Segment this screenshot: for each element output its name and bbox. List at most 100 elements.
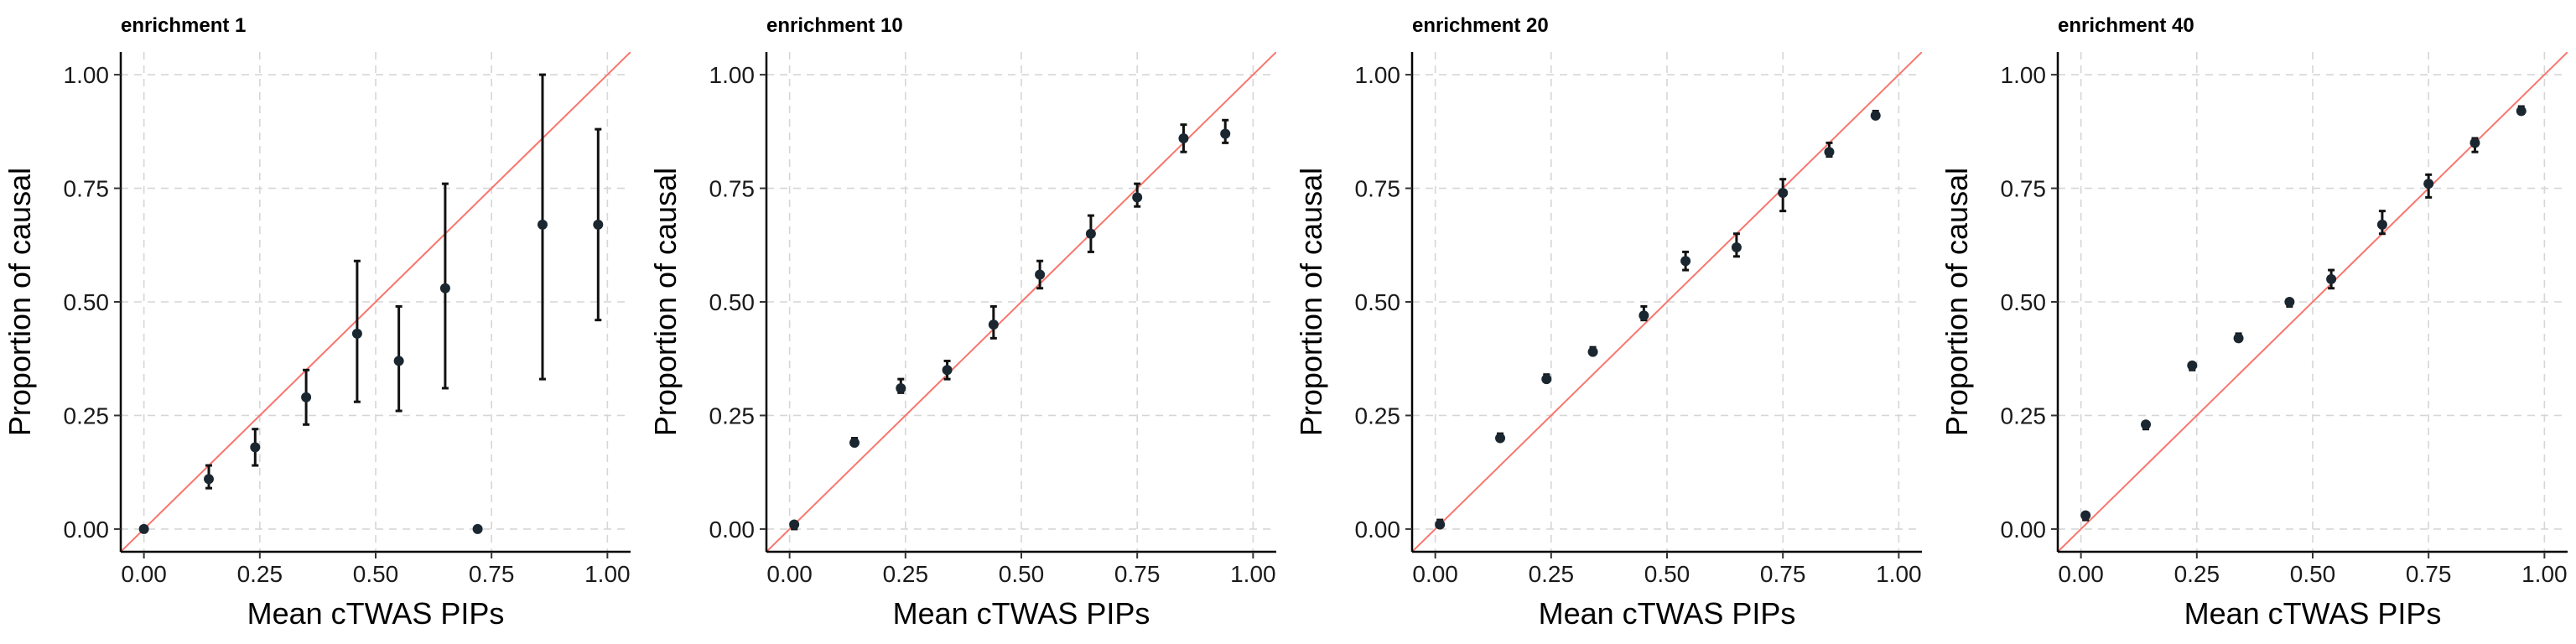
y-tick-label: 0.50: [1355, 289, 1401, 315]
data-point: [2516, 106, 2527, 117]
data-point: [2470, 138, 2480, 148]
data-point: [849, 437, 860, 448]
x-tick-label: 0.75: [469, 561, 515, 587]
x-tick-label: 1.00: [1876, 561, 1922, 587]
x-tick-label: 1.00: [584, 561, 631, 587]
y-tick-label: 0.25: [1355, 402, 1401, 428]
y-axis-label: Proportion of causal: [1940, 168, 1974, 436]
x-tick-label: 0.00: [766, 561, 813, 587]
x-tick-label: 0.00: [1412, 561, 1458, 587]
y-tick-label: 0.75: [64, 176, 110, 202]
data-point: [896, 382, 906, 393]
x-tick-label: 0.00: [2058, 561, 2104, 587]
y-tick-label: 0.75: [1355, 176, 1401, 202]
data-point: [1085, 228, 1096, 239]
y-tick-label: 0.00: [1355, 517, 1401, 543]
x-tick-label: 0.50: [999, 561, 1045, 587]
panel-title: enrichment 10: [766, 14, 903, 37]
data-point: [2423, 179, 2434, 190]
panel-4: 0.00 0.25 0.50 0.75 1.00 0.00 0.25 0.50 0.75 1.00…: [1940, 14, 2568, 631]
panel-title: enrichment 40: [2058, 14, 2194, 37]
y-tick-label: 0.00: [64, 517, 110, 543]
x-tick-label: 0.50: [1644, 561, 1690, 587]
data-point: [1639, 310, 1649, 321]
x-tick-label: 1.00: [2521, 561, 2568, 587]
data-point: [2326, 273, 2337, 284]
data-point: [204, 474, 215, 485]
y-tick-label: 1.00: [64, 62, 110, 88]
y-tick-label: 0.75: [709, 176, 756, 202]
x-tick-label: 0.25: [1529, 561, 1575, 587]
y-tick-label: 0.50: [64, 289, 110, 315]
data-point: [593, 219, 604, 230]
y-tick-label: 0.25: [709, 402, 756, 428]
data-point: [138, 523, 149, 534]
reference-line: [2058, 52, 2568, 552]
y-tick-label: 0.00: [709, 517, 756, 543]
y-tick-label: 0.25: [64, 402, 110, 428]
data-point: [1132, 192, 1143, 203]
panel-1: 0.00 0.25 0.50 0.75 1.00 0.00 0.25 0.50 0.75 1.00…: [3, 14, 631, 631]
data-point: [2284, 297, 2295, 307]
reference-line: [766, 52, 1276, 552]
y-tick-label: 0.50: [2001, 289, 2047, 315]
x-tick-label: 0.75: [1760, 561, 1806, 587]
y-axis-label: Proportion of causal: [648, 168, 683, 436]
data-point: [1435, 519, 1446, 530]
x-axis-label: Mean cTWAS PIPs: [893, 596, 1150, 631]
data-point: [789, 519, 800, 530]
panel-2: 0.00 0.25 0.50 0.75 1.00 0.00 0.25 0.50 0.75 1.00…: [648, 14, 1276, 631]
data-point: [1495, 433, 1506, 444]
x-tick-label: 0.25: [883, 561, 929, 587]
x-axis-label: Mean cTWAS PIPs: [2184, 596, 2442, 631]
x-tick-label: 0.00: [121, 561, 167, 587]
data-point: [1680, 256, 1691, 267]
data-point: [2233, 333, 2244, 344]
y-tick-label: 0.50: [709, 289, 756, 315]
x-tick-label: 1.00: [1230, 561, 1276, 587]
data-point: [1731, 242, 1742, 252]
data-point: [1035, 269, 1046, 280]
data-point: [2376, 219, 2387, 230]
data-point: [472, 523, 483, 534]
data-point: [1220, 128, 1231, 139]
y-axis-label: Proportion of causal: [3, 168, 37, 436]
data-point: [537, 219, 548, 230]
x-tick-label: 0.25: [2174, 561, 2220, 587]
data-point: [393, 356, 404, 366]
x-tick-label: 0.75: [2406, 561, 2452, 587]
data-point: [301, 392, 312, 402]
y-tick-label: 0.25: [2001, 402, 2047, 428]
x-tick-label: 0.25: [237, 561, 283, 587]
data-point: [1541, 374, 1552, 385]
x-tick-label: 0.50: [353, 561, 399, 587]
x-axis-label: Mean cTWAS PIPs: [247, 596, 505, 631]
data-point: [439, 283, 450, 293]
reference-line: [1412, 52, 1922, 552]
data-point: [1778, 187, 1789, 198]
data-point: [2080, 510, 2091, 521]
data-point: [1824, 147, 1835, 158]
data-point: [942, 365, 953, 376]
data-point: [2187, 360, 2198, 371]
y-tick-label: 1.00: [2001, 62, 2047, 88]
x-tick-label: 0.50: [2290, 561, 2336, 587]
reference-line: [121, 52, 631, 552]
panel-title: enrichment 20: [1412, 14, 1549, 37]
y-tick-label: 1.00: [1355, 62, 1401, 88]
data-point: [1870, 110, 1881, 121]
data-point: [2141, 419, 2152, 430]
panel-title: enrichment 1: [121, 14, 246, 37]
data-point: [1178, 132, 1189, 143]
data-point: [351, 328, 362, 339]
data-point: [1587, 346, 1598, 357]
y-tick-label: 0.75: [2001, 176, 2047, 202]
y-axis-label: Proportion of causal: [1294, 168, 1328, 436]
x-axis-label: Mean cTWAS PIPs: [1539, 596, 1796, 631]
y-tick-label: 1.00: [709, 62, 756, 88]
y-tick-label: 0.00: [2001, 517, 2047, 543]
x-tick-label: 0.75: [1114, 561, 1161, 587]
panel-3: 0.00 0.25 0.50 0.75 1.00 0.00 0.25 0.50 0.75 1.00…: [1294, 14, 1922, 631]
data-point: [250, 442, 261, 453]
